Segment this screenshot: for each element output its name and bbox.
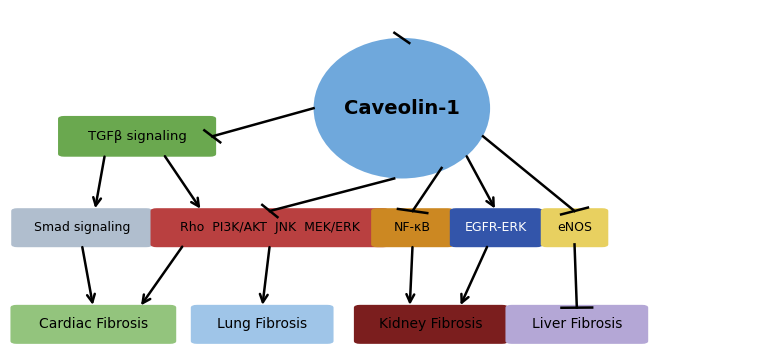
Text: eNOS: eNOS bbox=[557, 221, 592, 234]
Text: Liver Fibrosis: Liver Fibrosis bbox=[532, 317, 622, 331]
FancyBboxPatch shape bbox=[191, 305, 333, 344]
FancyBboxPatch shape bbox=[58, 116, 216, 157]
Ellipse shape bbox=[314, 38, 490, 178]
Text: Smad signaling: Smad signaling bbox=[34, 221, 130, 234]
FancyBboxPatch shape bbox=[12, 208, 152, 247]
Text: Caveolin-1: Caveolin-1 bbox=[344, 99, 460, 118]
FancyBboxPatch shape bbox=[151, 208, 389, 247]
FancyBboxPatch shape bbox=[541, 208, 608, 247]
Text: Lung Fibrosis: Lung Fibrosis bbox=[217, 317, 307, 331]
Text: Rho  PI3K/AKT  JNK  MEK/ERK: Rho PI3K/AKT JNK MEK/ERK bbox=[180, 221, 359, 234]
FancyBboxPatch shape bbox=[450, 208, 543, 247]
FancyBboxPatch shape bbox=[506, 305, 649, 344]
Text: TGFβ signaling: TGFβ signaling bbox=[87, 130, 186, 143]
Text: Kidney Fibrosis: Kidney Fibrosis bbox=[380, 317, 483, 331]
Text: Cardiac Fibrosis: Cardiac Fibrosis bbox=[39, 317, 148, 331]
FancyBboxPatch shape bbox=[371, 208, 454, 247]
FancyBboxPatch shape bbox=[11, 305, 176, 344]
Text: NF-κB: NF-κB bbox=[394, 221, 431, 234]
Text: EGFR-ERK: EGFR-ERK bbox=[465, 221, 527, 234]
FancyBboxPatch shape bbox=[354, 305, 508, 344]
